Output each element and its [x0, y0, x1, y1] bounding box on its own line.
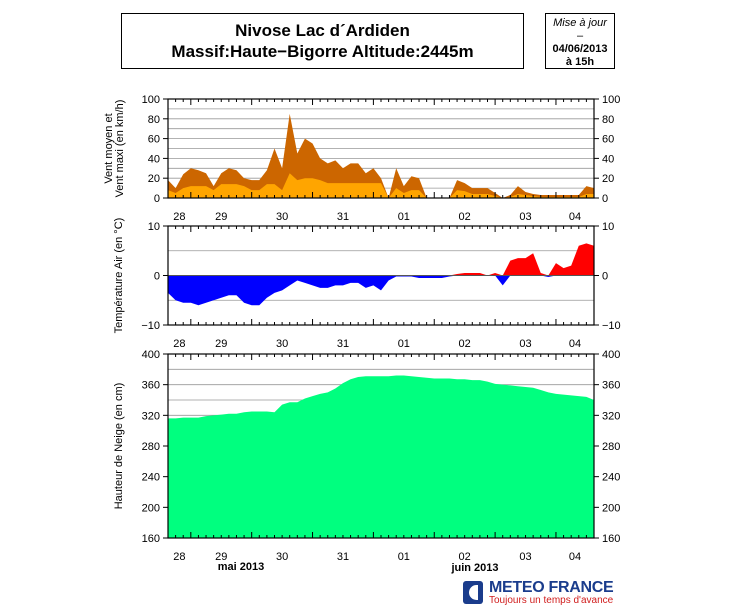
- y-tick-label-left: 80: [148, 114, 160, 126]
- y-tick-label-left: 60: [148, 134, 160, 146]
- y-axis-label: Température Air (en °C): [113, 218, 125, 334]
- station-name: Nivose Lac d´Ardiden: [235, 21, 410, 40]
- y-tick-label-right: 0: [602, 271, 608, 283]
- update-label: Mise à jour: [553, 17, 607, 29]
- update-box: Mise à jour – 04/06/2013 à 15h: [545, 13, 615, 69]
- day-label: 02: [459, 211, 471, 223]
- day-label: 03: [519, 551, 531, 563]
- y-tick-label-right: 20: [602, 173, 614, 185]
- y-tick-label-right: 60: [602, 134, 614, 146]
- day-label: 31: [337, 551, 349, 563]
- station-massif-altitude: Massif:Haute−Bigorre Altitude:2445m: [171, 42, 474, 61]
- day-label: 28: [173, 211, 185, 223]
- y-tick-label-left: 200: [142, 502, 160, 514]
- temp-positive-area: [168, 243, 594, 276]
- y-tick-label-right: 160: [602, 533, 620, 545]
- day-label: 04: [569, 211, 581, 223]
- day-label: 29: [215, 338, 227, 350]
- y-tick-label-left: 0: [154, 193, 160, 205]
- month-label: mai 2013: [218, 561, 264, 573]
- y-tick-label-right: 0: [602, 193, 608, 205]
- logo-tagline: Toujours un temps d'avance: [489, 595, 614, 606]
- day-label: 30: [276, 551, 288, 563]
- y-tick-label-right: 400: [602, 349, 620, 361]
- day-label: 31: [337, 338, 349, 350]
- y-axis-label: Vent moyen et: [103, 113, 115, 183]
- day-label: 31: [337, 211, 349, 223]
- day-label: 02: [459, 551, 471, 563]
- y-tick-label-right: 80: [602, 114, 614, 126]
- day-label: 04: [569, 551, 581, 563]
- update-date: 04/06/2013: [552, 43, 608, 55]
- y-tick-label-left: 160: [142, 533, 160, 545]
- y-tick-label-right: 100: [602, 94, 620, 106]
- y-tick-label-left: 100: [142, 94, 160, 106]
- y-tick-label-right: 10: [602, 221, 614, 233]
- y-tick-label-left: 320: [142, 410, 160, 422]
- y-tick-label-left: −10: [141, 320, 160, 332]
- day-label: 01: [398, 551, 410, 563]
- month-label: juin 2013: [450, 562, 498, 574]
- station-title-box: Nivose Lac d´Ardiden Massif:Haute−Bigorr…: [121, 13, 524, 69]
- day-label: 02: [459, 338, 471, 350]
- day-label: 29: [215, 551, 227, 563]
- wind-mean-area: [168, 173, 594, 198]
- day-label: 03: [519, 338, 531, 350]
- y-tick-label-right: 40: [602, 153, 614, 165]
- update-separator: –: [576, 30, 584, 42]
- day-label: 03: [519, 211, 531, 223]
- day-label: 01: [398, 338, 410, 350]
- y-tick-label-left: 400: [142, 349, 160, 361]
- day-label: 28: [173, 551, 185, 563]
- y-tick-label-left: 10: [148, 221, 160, 233]
- meteo-france-logo: METEO FRANCE Toujours un temps d'avance: [463, 579, 633, 607]
- logo-name: METEO FRANCE: [489, 579, 614, 596]
- y-tick-label-right: 360: [602, 380, 620, 392]
- temp-negative-area: [168, 275, 594, 306]
- day-label: 01: [398, 211, 410, 223]
- y-tick-label-right: 240: [602, 472, 620, 484]
- day-label: 30: [276, 211, 288, 223]
- day-label: 29: [215, 211, 227, 223]
- logo-mark-icon: [463, 581, 483, 604]
- day-label: 04: [569, 338, 581, 350]
- update-time: à 15h: [565, 56, 595, 68]
- y-tick-label-right: 320: [602, 410, 620, 422]
- day-label: 28: [173, 338, 185, 350]
- y-tick-label-left: 240: [142, 472, 160, 484]
- y-tick-label-left: 360: [142, 380, 160, 392]
- wind-max-area: [168, 113, 594, 198]
- y-tick-label-right: −10: [602, 320, 621, 332]
- day-label: 30: [276, 338, 288, 350]
- y-tick-label-right: 280: [602, 441, 620, 453]
- y-tick-label-left: 20: [148, 173, 160, 185]
- y-tick-label-left: 40: [148, 153, 160, 165]
- y-axis-label: Vent maxi (en km/h): [114, 100, 126, 198]
- snow-depth-area: [168, 375, 594, 538]
- y-tick-label-right: 200: [602, 502, 620, 514]
- y-tick-label-left: 280: [142, 441, 160, 453]
- y-tick-label-left: 0: [154, 271, 160, 283]
- y-axis-label: Hauteur de Neige (en cm): [113, 383, 125, 510]
